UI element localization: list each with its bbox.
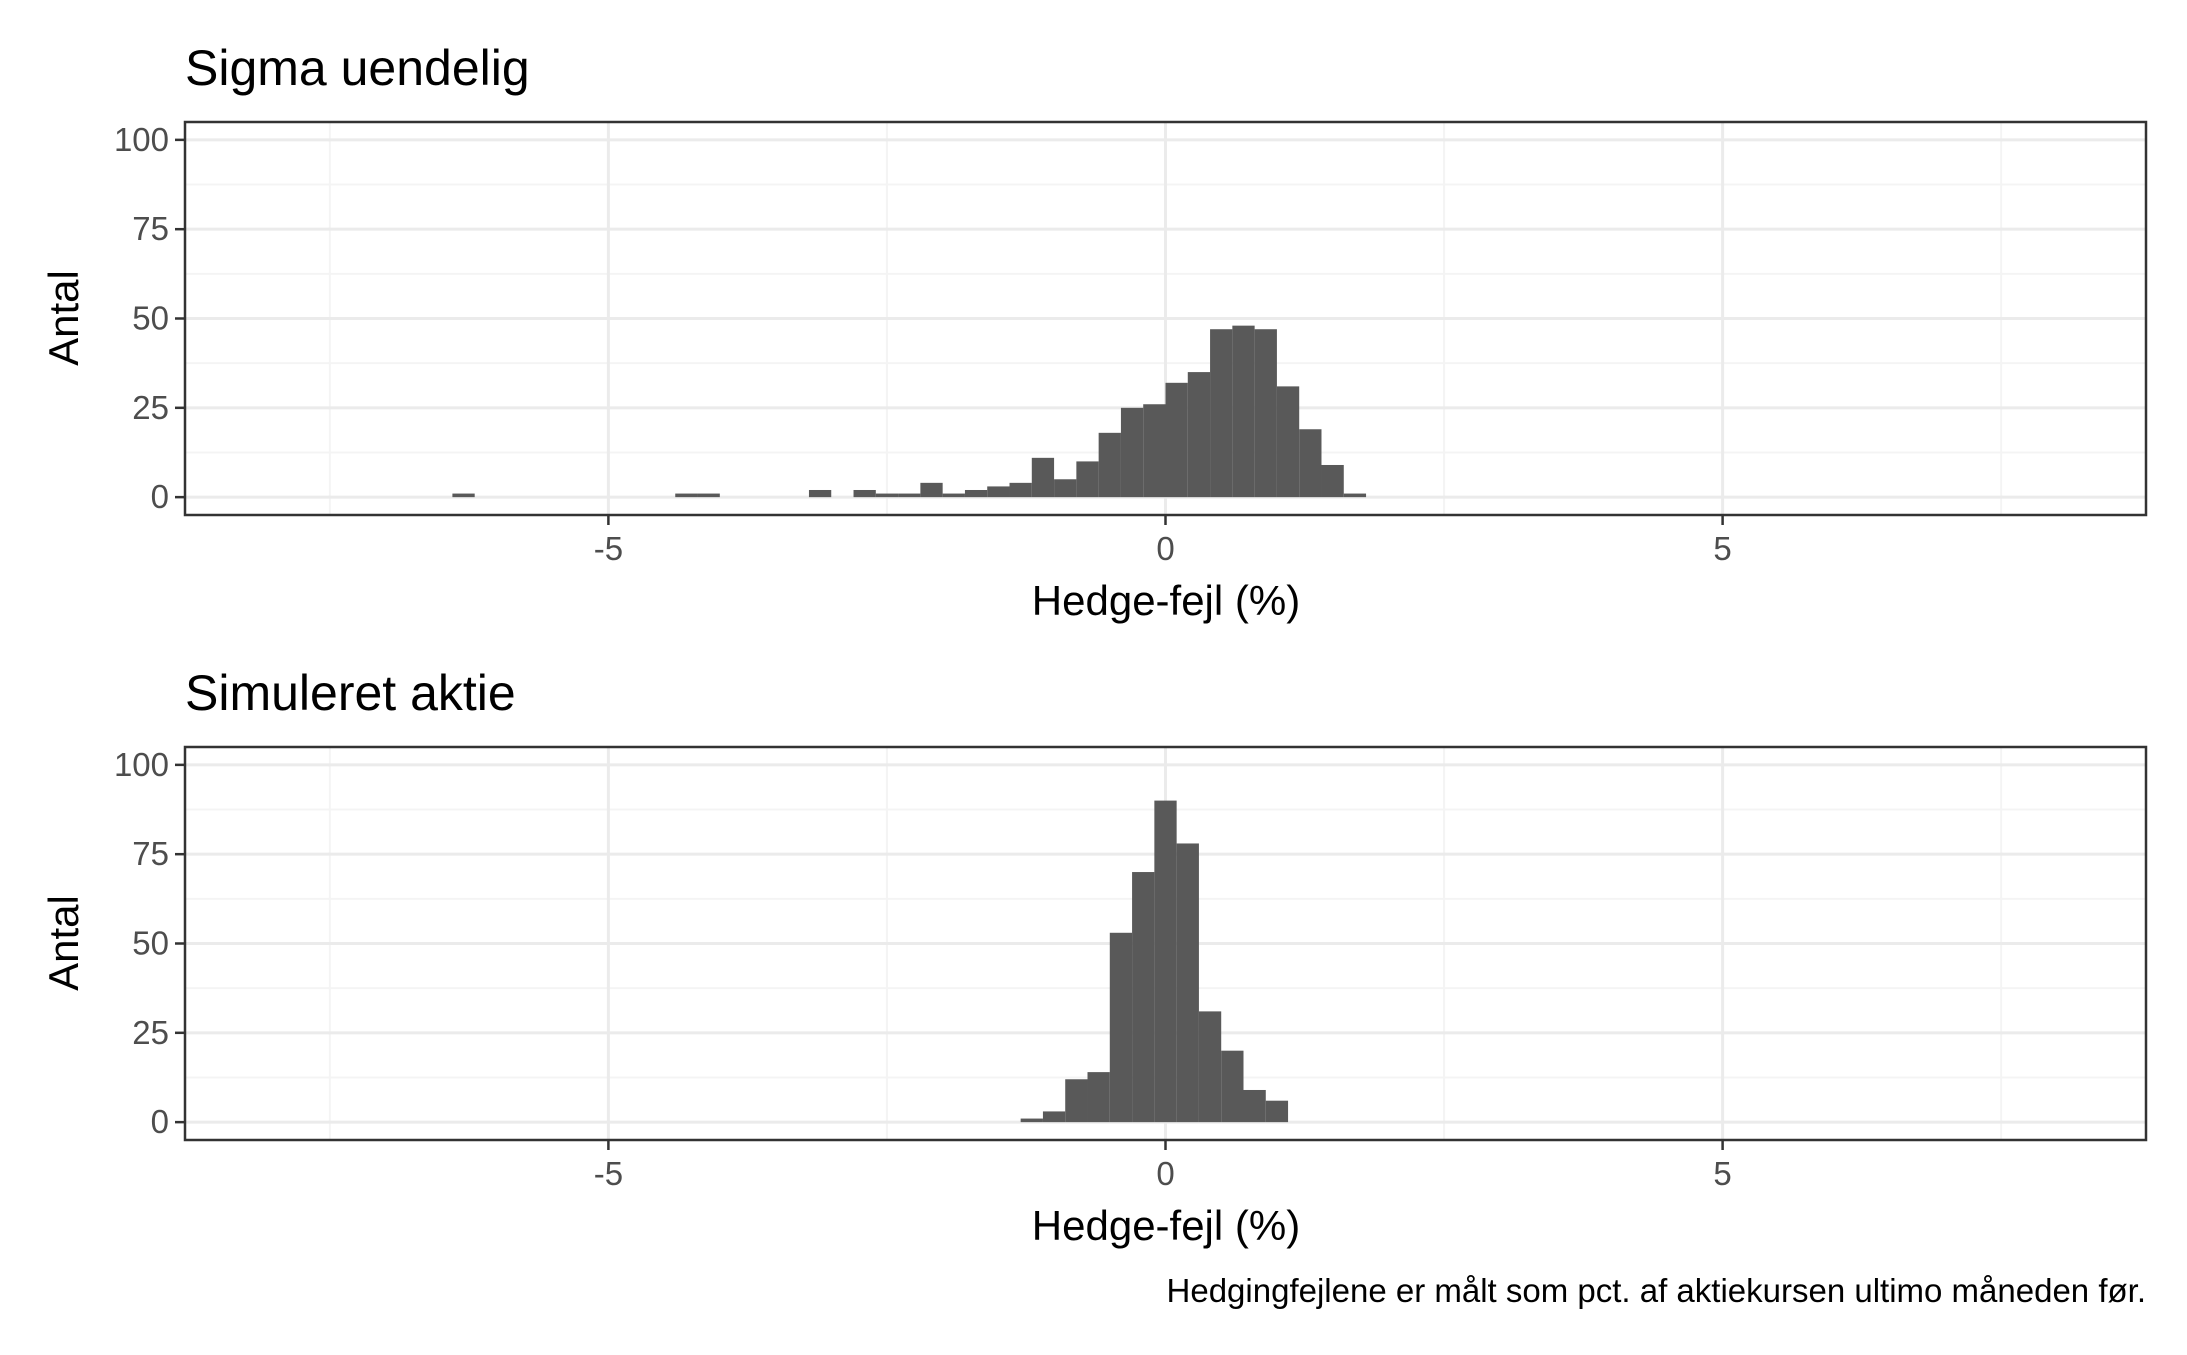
y-tick-label: 25	[132, 389, 169, 426]
x-tick-label: 0	[1156, 530, 1174, 567]
histogram-bar	[1232, 325, 1255, 498]
panel-title: Simuleret aktie	[185, 665, 516, 721]
histogram-bar	[452, 493, 475, 498]
x-axis-label: Hedge-fejl (%)	[1032, 577, 1300, 624]
histogram-bar	[1098, 432, 1121, 498]
histogram-bar	[808, 489, 832, 498]
histogram-bar	[1031, 457, 1055, 498]
x-axis-label: Hedge-fejl (%)	[1032, 1202, 1300, 1249]
y-tick-label: 25	[132, 1014, 169, 1051]
histogram-bar	[1132, 872, 1155, 1123]
histogram-bar	[1321, 464, 1344, 498]
histogram-bar	[1299, 429, 1322, 498]
y-tick-label: 50	[132, 300, 169, 337]
histogram-bar	[1065, 1079, 1088, 1123]
histogram-bar	[1254, 329, 1277, 498]
x-tick-label: 0	[1156, 1155, 1174, 1192]
y-axis-label: Antal	[40, 895, 87, 991]
histogram-bar	[853, 489, 876, 498]
histogram-bar	[1042, 1111, 1066, 1123]
y-axis-label: Antal	[40, 270, 87, 366]
histogram-bars	[452, 325, 1367, 498]
axes: 0 25 50 75 100 -5 0 5	[114, 746, 1732, 1192]
histogram-bar	[875, 493, 899, 498]
histogram-bar	[964, 489, 988, 498]
histogram-bar	[1020, 1118, 1043, 1123]
histogram-bar	[920, 482, 943, 498]
histogram-bar	[675, 493, 698, 498]
histogram-bar	[1154, 800, 1177, 1123]
histogram-bar	[1165, 382, 1188, 498]
histogram-bar	[1120, 407, 1144, 498]
histogram-bar	[898, 493, 921, 498]
x-tick-label: 5	[1713, 1155, 1731, 1192]
histogram-bar	[1265, 1100, 1289, 1123]
x-tick-label: -5	[594, 1155, 623, 1192]
histogram-bar	[1187, 372, 1211, 498]
histogram-bar	[697, 493, 720, 498]
histogram-bar	[1087, 1072, 1110, 1123]
histogram-bar	[1143, 404, 1166, 498]
histogram-bar	[1343, 493, 1367, 498]
axes: 0 25 50 75 100 -5 0 5	[114, 121, 1732, 567]
figure-caption: Hedgingfejlene er målt som pct. af aktie…	[1167, 1272, 2146, 1309]
histogram-bar	[1009, 482, 1032, 498]
histogram-bar	[1176, 843, 1199, 1123]
histogram-bar	[1109, 932, 1133, 1123]
y-tick-label: 0	[151, 1103, 169, 1140]
histogram-bar	[987, 486, 1010, 498]
x-tick-label: 5	[1713, 530, 1731, 567]
histogram-bar	[1221, 1050, 1244, 1123]
histogram-bar	[1210, 329, 1233, 498]
histogram-bar	[1243, 1089, 1266, 1123]
histogram-bar	[1198, 1011, 1222, 1123]
y-tick-label: 0	[151, 478, 169, 515]
histogram-bar	[1276, 386, 1300, 498]
y-tick-label: 75	[132, 835, 169, 872]
histogram-bar	[1054, 479, 1077, 498]
histogram-bar	[942, 493, 965, 498]
histogram-bars	[1020, 800, 1289, 1123]
panel-sigma-uendelig: Sigma uendelig 0 25 50 75 100 -5 0 5 Hedge-fejl…	[40, 40, 2148, 624]
histogram-bar	[1076, 461, 1099, 498]
panel-title: Sigma uendelig	[185, 40, 530, 96]
y-tick-label: 100	[114, 121, 169, 158]
x-tick-label: -5	[594, 530, 623, 567]
y-tick-label: 50	[132, 925, 169, 962]
y-tick-label: 75	[132, 210, 169, 247]
y-tick-label: 100	[114, 746, 169, 783]
panel-simuleret-aktie: Simuleret aktie 0 25 50 75 100 -5 0 5 Hedge-fej…	[40, 665, 2148, 1249]
